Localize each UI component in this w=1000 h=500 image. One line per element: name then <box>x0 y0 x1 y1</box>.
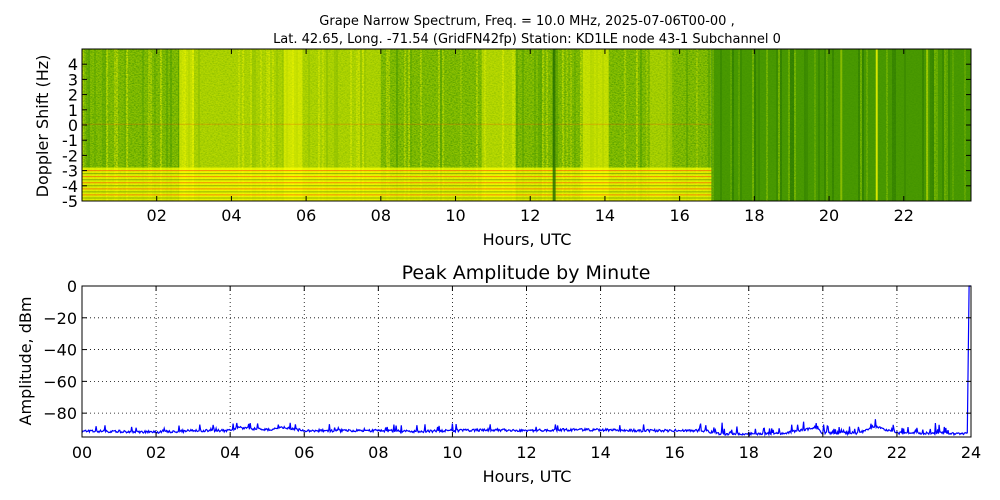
spectrogram-bright-band <box>283 49 303 201</box>
amplitude-xtick-label: 20 <box>813 443 833 462</box>
spectrogram-ytick-label: -5 <box>62 192 78 211</box>
spectrogram-xlabel: Hours, UTC <box>483 230 572 249</box>
amplitude-xtick-label: 18 <box>739 443 759 462</box>
spectrogram-ytick-label: -2 <box>62 146 78 165</box>
spectrogram-xtick-label: 12 <box>520 206 540 225</box>
spectrogram-ylabel: Doppler Shift (Hz) <box>33 55 52 198</box>
amplitude-ytick-label: −20 <box>43 309 77 328</box>
amplitude-ylabel: Amplitude, dBm <box>16 297 35 426</box>
amplitude-xtick-label: 04 <box>220 443 240 462</box>
spectrogram-ytick-label: 0 <box>68 116 78 135</box>
spectrogram-bright-line <box>926 49 929 201</box>
spectrogram-xtick-label: 14 <box>595 206 615 225</box>
amplitude-title: Peak Amplitude by Minute <box>402 262 651 284</box>
spectrogram-ytick-label: -3 <box>62 162 78 181</box>
amplitude-plot-area <box>82 286 971 437</box>
amplitude-xtick-label: 02 <box>146 443 166 462</box>
spectrogram-xtick-label: 10 <box>445 206 465 225</box>
spectrogram-features <box>82 49 929 201</box>
amplitude-xtick-label: 00 <box>72 443 92 462</box>
amplitude-ytick-label: −40 <box>43 341 77 360</box>
spectrogram-bright-line <box>840 49 843 201</box>
amplitude-xtick-label: 06 <box>294 443 314 462</box>
amplitude-ytick-label: −60 <box>43 372 77 391</box>
spectrogram-low-band <box>82 167 712 201</box>
amplitude-xtick-label: 22 <box>887 443 907 462</box>
spectrogram-ytick-label: -4 <box>62 177 78 196</box>
figure-title-line2: Lat. 42.65, Long. -71.54 (GridFN42fp) St… <box>273 32 781 47</box>
amplitude-panel: Peak Amplitude by Minute 00 02 04 06 08 10 12 1… <box>16 262 981 486</box>
spectrogram-bright-band <box>179 49 195 201</box>
spectrogram-ytick-label: -1 <box>62 131 78 150</box>
spectrogram-bright-line <box>875 49 878 201</box>
spectrogram-xtick-label: 06 <box>296 206 316 225</box>
amplitude-xlabel: Hours, UTC <box>483 467 572 486</box>
amplitude-xtick-label: 08 <box>368 443 388 462</box>
figure-title-line1: Grape Narrow Spectrum, Freq. = 10.0 MHz,… <box>319 14 734 29</box>
spectrogram-ytick-label: 3 <box>68 70 78 89</box>
spectrogram-xtick-label: 04 <box>221 206 241 225</box>
amplitude-ytick-label: 0 <box>67 277 77 296</box>
spectrogram-xtick-label: 16 <box>669 206 689 225</box>
spectrogram-xtick-label: 08 <box>371 206 391 225</box>
spectrogram-bright-band <box>649 49 673 201</box>
spectrogram-xtick-label: 18 <box>744 206 764 225</box>
spectrogram-ytick-label: 1 <box>68 101 78 120</box>
amplitude-xtick-label: 10 <box>442 443 462 462</box>
amplitude-series-line <box>81 285 971 437</box>
amplitude-xtick-label: 12 <box>516 443 536 462</box>
spectrogram-ytick-label: 4 <box>68 55 78 74</box>
spectrogram-ytick-label: 2 <box>68 86 78 105</box>
amplitude-xtick-label: 14 <box>590 443 610 462</box>
amplitude-ytick-label: −80 <box>43 404 77 423</box>
amplitude-xtick-label: 24 <box>961 443 981 462</box>
spectrogram-xtick-label: 20 <box>819 206 839 225</box>
spectrogram-dark-notch <box>552 49 556 201</box>
spectrogram-xtick-label: 02 <box>147 206 167 225</box>
amplitude-xtick-label: 16 <box>664 443 684 462</box>
spectrogram-xtick-label: 22 <box>894 206 914 225</box>
